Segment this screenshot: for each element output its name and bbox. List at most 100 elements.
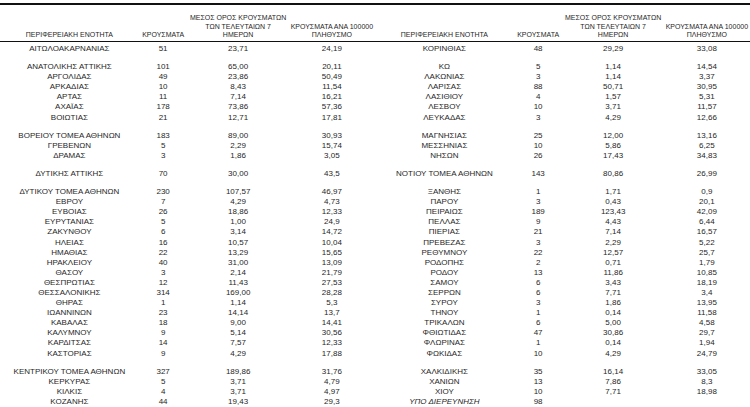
table-row: ΣΕΡΡΩΝ67,713,4 [375, 288, 750, 298]
avg-7day-cell: 2,29 [188, 141, 289, 151]
cases-cell: 9 [514, 217, 563, 227]
cases-table-right-half: ΠΕΡΙΦΕΡΕΙΑΚΗ ΕΝΟΤΗΤΑ ΚΡΟΥΣΜΑΤΑ ΜΕΣΟΣ ΟΡΟ… [375, 5, 750, 407]
table-row: ΜΑΓΝΗΣΙΑΣ2512,0013,16 [375, 131, 750, 141]
column-header-cases: ΚΡΟΥΣΜΑΤΑ [139, 31, 188, 40]
table-row: ΚΕΡΚΥΡΑΣ53,714,79 [0, 377, 375, 387]
avg-7day-cell: 1,14 [563, 72, 664, 82]
avg-7day-cell: 30,86 [563, 328, 664, 338]
table-header-right: ΠΕΡΙΦΕΡΕΙΑΚΗ ΕΝΟΤΗΤΑ ΚΡΟΥΣΜΑΤΑ ΜΕΣΟΣ ΟΡΟ… [375, 5, 750, 42]
cases-cell: 6 [514, 318, 563, 328]
per-100k-cell: 30,93 [289, 131, 375, 141]
avg-7day-cell: 7,86 [563, 377, 664, 387]
avg-7day-cell: 19,43 [188, 397, 289, 407]
region-name-cell: ΙΩΑΝΝΙΝΩΝ [0, 308, 139, 318]
region-name-cell: ΠΑΡΟΥ [375, 197, 514, 207]
region-name-cell: ΠΕΛΛΑΣ [375, 217, 514, 227]
per-100k-cell: 3,4 [664, 288, 750, 298]
per-100k-cell: 16,21 [289, 92, 375, 102]
cases-cell: 26 [139, 207, 188, 217]
cases-cell: 178 [139, 102, 188, 112]
region-name-cell: ΚΟΡΙΝΘΙΑΣ [375, 44, 514, 54]
region-name-cell: ΒΟΙΩΤΙΑΣ [0, 113, 139, 123]
per-100k-cell: 13,7 [289, 308, 375, 318]
avg-7day-cell: 12,71 [188, 113, 289, 123]
table-row: ΣΑΜΟΥ63,4318,19 [375, 278, 750, 288]
table-row: ΗΜΑΘΙΑΣ2213,2915,65 [0, 248, 375, 258]
region-name-cell: ΗΜΑΘΙΑΣ [0, 248, 139, 258]
avg-7day-cell: 169,00 [188, 288, 289, 298]
cases-cell: 6 [139, 227, 188, 237]
avg-7day-cell: 10,57 [188, 238, 289, 248]
cases-cell: 21 [139, 113, 188, 123]
per-100k-cell: 29,7 [664, 328, 750, 338]
region-name-cell: ΘΑΣΟΥ [0, 268, 139, 278]
cases-cell: 3 [139, 268, 188, 278]
avg-7day-cell: 3,14 [188, 227, 289, 237]
cases-cell: 189 [514, 207, 563, 217]
table-section: ΞΑΝΘΗΣ11,710,9ΠΑΡΟΥ30,4320,1ΠΕΙΡΑΙΩΣ1891… [375, 187, 750, 359]
per-100k-cell: 11,57 [664, 102, 750, 112]
avg-7day-cell: 11,86 [563, 268, 664, 278]
avg-7day-cell: 3,71 [563, 102, 664, 112]
table-row: ΙΩΑΝΝΙΝΩΝ2314,1413,7 [0, 308, 375, 318]
region-name-cell: ΔΥΤΙΚΗΣ ΑΤΤΙΚΗΣ [0, 169, 139, 179]
avg-7day-cell: 0,43 [563, 197, 664, 207]
per-100k-cell: 26,99 [664, 169, 750, 179]
cases-cell: 4 [514, 92, 563, 102]
table-row: ΠΡΕΒΕΖΑΣ32,295,22 [375, 238, 750, 248]
region-name-cell: ΤΗΝΟΥ [375, 308, 514, 318]
avg-7day-cell: 4,29 [563, 349, 664, 359]
region-name-cell: ΚΩ [375, 62, 514, 72]
avg-7day-cell: 5,14 [188, 328, 289, 338]
column-header-per-100k: ΚΡΟΥΣΜΑΤΑ ΑΝΑ 100000 ΠΛΗΘΥΣΜΟ [664, 23, 750, 40]
region-name-cell: ΗΛΕΙΑΣ [0, 238, 139, 248]
per-100k-cell: 18,98 [664, 387, 750, 397]
avg-7day-cell: 30,00 [188, 169, 289, 179]
region-name-cell: ΛΑΡΙΣΑΣ [375, 82, 514, 92]
region-name-cell: ΘΕΣΠΡΩΤΙΑΣ [0, 278, 139, 288]
cases-cell: 26 [514, 151, 563, 161]
table-row: ΡΕΘΥΜΝΟΥ2212,5725,7 [375, 248, 750, 258]
per-100k-cell: 4,73 [289, 197, 375, 207]
table-row: ΚΕΝΤΡΙΚΟΥ ΤΟΜΕΑ ΑΘΗΝΩΝ327189,8631,76 [0, 367, 375, 377]
per-100k-cell [664, 397, 750, 407]
table-section: ΜΑΓΝΗΣΙΑΣ2512,0013,16ΜΕΣΣΗΝΙΑΣ105,866,25… [375, 131, 750, 161]
cases-cell: 230 [139, 187, 188, 197]
table-row: ΧΙΟΥ107,7118,98 [375, 387, 750, 397]
avg-7day-cell: 1,14 [563, 62, 664, 72]
cases-cell: 10 [514, 102, 563, 112]
avg-7day-cell: 0,14 [563, 338, 664, 348]
avg-7day-cell: 3,71 [188, 387, 289, 397]
per-100k-cell: 15,74 [289, 141, 375, 151]
regional-cases-table: ΠΕΡΙΦΕΡΕΙΑΚΗ ΕΝΟΤΗΤΑ ΚΡΟΥΣΜΑΤΑ ΜΕΣΟΣ ΟΡΟ… [0, 3, 750, 407]
cases-cell: 1 [139, 298, 188, 308]
table-row: ΛΑΡΙΣΑΣ8850,7130,95 [375, 82, 750, 92]
per-100k-cell: 6,44 [664, 217, 750, 227]
avg-7day-cell: 2,29 [563, 238, 664, 248]
table-body-right: ΚΟΡΙΝΘΙΑΣ4829,2933,08ΚΩ51,1414,54ΛΑΚΩΝΙΑ… [375, 42, 750, 407]
avg-7day-cell: 3,43 [563, 278, 664, 288]
cases-cell: 5 [514, 62, 563, 72]
cases-cell: 2 [514, 258, 563, 268]
per-100k-cell: 15,65 [289, 248, 375, 258]
per-100k-cell: 12,66 [664, 113, 750, 123]
cases-cell: 25 [514, 131, 563, 141]
table-section: ΚΕΝΤΡΙΚΟΥ ΤΟΜΕΑ ΑΘΗΝΩΝ327189,8631,76ΚΕΡΚ… [0, 367, 375, 407]
table-section: ΑΝΑΤΟΛΙΚΗΣ ΑΤΤΙΚΗΣ10165,0020,11ΑΡΓΟΛΙΔΑΣ… [0, 62, 375, 123]
table-row: ΗΡΑΚΛΕΙΟΥ4031,0013,09 [0, 258, 375, 268]
region-name-cell: ΗΡΑΚΛΕΙΟΥ [0, 258, 139, 268]
avg-7day-cell: 29,29 [563, 44, 664, 54]
region-name-cell: ΣΥΡΟΥ [375, 298, 514, 308]
column-header-region: ΠΕΡΙΦΕΡΕΙΑΚΗ ΕΝΟΤΗΤΑ [375, 31, 514, 40]
table-row: ΚΑΣΤΟΡΙΑΣ94,2917,88 [0, 349, 375, 359]
per-100k-cell: 24,9 [289, 217, 375, 227]
per-100k-cell: 13,09 [289, 258, 375, 268]
region-name-cell: ΑΡΤΑΣ [0, 92, 139, 102]
per-100k-cell: 30,56 [289, 328, 375, 338]
avg-7day-cell: 18,86 [188, 207, 289, 217]
cases-cell: 314 [139, 288, 188, 298]
table-row: ΔΡΑΜΑΣ31,863,05 [0, 151, 375, 161]
table-row: ΕΒΡΟΥ74,294,73 [0, 197, 375, 207]
cases-cell: 1 [514, 187, 563, 197]
cases-cell: 44 [139, 397, 188, 407]
